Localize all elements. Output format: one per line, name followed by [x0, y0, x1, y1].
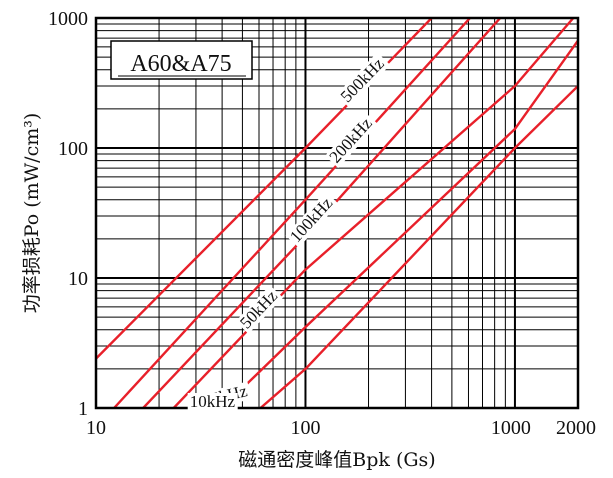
chart-title: A60&A75: [130, 51, 231, 77]
series-label-bg: [187, 393, 238, 411]
y-tick-label: 100: [58, 138, 88, 160]
series-label-bg: [336, 52, 391, 108]
series-label-10khz: 10kHz: [187, 392, 238, 411]
series-label-text: 10kHz: [190, 392, 236, 411]
title-box-border: [110, 40, 253, 80]
series-label-500khz: 500kHz: [336, 52, 391, 108]
series-line-50khz: [172, 18, 575, 408]
series-line-25khz: [221, 39, 578, 408]
plot-frame: [94, 16, 580, 410]
series-label-text: 100kHz: [286, 193, 337, 246]
series-label-bg: [235, 285, 283, 334]
series-line-200khz: [113, 18, 471, 408]
y-tick-label: 10: [68, 268, 88, 290]
x-tick-label: 2000: [556, 417, 596, 439]
series-line-10khz: [259, 85, 578, 408]
grid: [95, 18, 579, 409]
x-tick-label: 10: [86, 417, 106, 439]
y-tick-label: 1000: [48, 8, 88, 30]
series-labels: 500kHz200kHz100kHz50kHz25kHz10kHz: [187, 52, 391, 412]
series-line-500khz: [96, 18, 433, 360]
x-tick-label: 100: [291, 417, 321, 439]
y-tick-label: 1: [78, 398, 88, 420]
x-axis-title: 磁通密度峰值Bpk (Gs): [238, 449, 435, 471]
y-axis-title: 功率损耗Po (mW/cm³): [21, 113, 43, 314]
title-box: A60&A75: [110, 40, 253, 80]
y-tick-labels: 1 10 100 1000: [48, 8, 88, 420]
series-label-bg: [324, 112, 379, 168]
x-tick-labels: 10 100 1000 2000: [86, 417, 596, 439]
series-label-text: 500kHz: [337, 54, 388, 106]
series-label-bg: [285, 191, 339, 248]
x-tick-label: 1000: [491, 417, 531, 439]
